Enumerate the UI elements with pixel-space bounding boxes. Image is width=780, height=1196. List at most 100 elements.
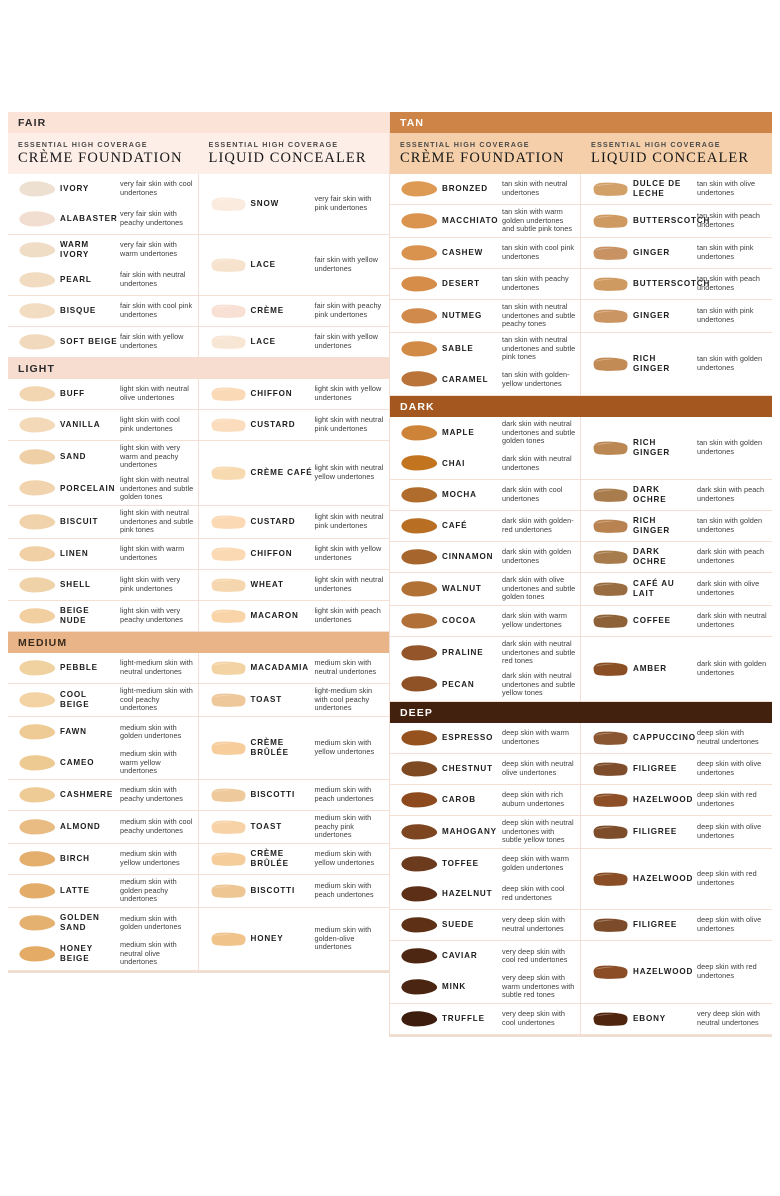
foundation-swatch-shape <box>19 513 56 529</box>
shade-row[interactable]: WALNUT dark skin with olive undertones an… <box>390 573 580 605</box>
shade-row[interactable]: HAZELWOOD deep skin with red undertones <box>581 957 772 987</box>
shade-row[interactable]: SABLE tan skin with neutral undertones an… <box>390 333 580 365</box>
shade-row[interactable]: PEBBLE light-medium skin with neutral und… <box>8 653 198 683</box>
shade-row[interactable]: BIRCH medium skin with yellow undertones <box>8 844 198 874</box>
shade-row[interactable]: FILIGREE deep skin with olive undertones <box>581 910 772 940</box>
shade-row[interactable]: LATTE medium skin with golden peachy unde… <box>8 875 198 907</box>
shade-row[interactable]: COFFEE dark skin with neutral undertones <box>581 606 772 636</box>
shade-name: BUFF <box>60 389 85 398</box>
shade-row[interactable]: DESERT tan skin with peachy undertones <box>390 269 580 299</box>
shade-row[interactable]: BISCOTTI medium skin with peach undertone… <box>199 876 390 906</box>
shade-row[interactable]: ESPRESSO deep skin with warm undertones <box>390 723 580 753</box>
shade-row[interactable]: SOFT BEIGE fair skin with yellow underton… <box>8 327 198 357</box>
shade-row[interactable]: LINEN light skin with warm undertones <box>8 539 198 569</box>
shade-row[interactable]: CRÈME BRÛLÉE medium skin with yellow unde… <box>199 844 390 874</box>
shade-row[interactable]: MOCHA dark skin with cool undertones <box>390 480 580 510</box>
shade-row[interactable]: GINGER tan skin with pink undertones <box>581 238 772 268</box>
shade-row[interactable]: ALABASTER very fair skin with peachy unde… <box>8 204 198 234</box>
shade-row[interactable]: CHIFFON light skin with yellow undertones <box>199 379 390 409</box>
shade-description: medium skin with warm yellow undertones <box>120 749 177 776</box>
shade-row[interactable]: TOFFEE deep skin with warm golden underto… <box>390 849 580 879</box>
shade-row[interactable]: MINK very deep skin with warm undertones … <box>390 971 580 1003</box>
shade-row[interactable]: BISCOTTI medium skin with peach undertone… <box>199 780 390 810</box>
shade-row[interactable]: LACE fair skin with yellow undertones <box>199 250 390 280</box>
shade-row[interactable]: CHIFFON light skin with yellow undertones <box>199 539 390 569</box>
shade-row[interactable]: CHAI dark skin with neutral undertones <box>390 449 580 479</box>
shade-row[interactable]: CASHMERE medium skin with peachy underton… <box>8 780 198 810</box>
shade-row[interactable]: TOAST light-medium skin with cool peachy … <box>199 684 390 716</box>
shade-row[interactable]: AMBER dark skin with golden undertones <box>581 654 772 684</box>
shade-row[interactable]: DULCE DE LECHE tan skin with olive undert… <box>581 174 772 204</box>
shade-row[interactable]: SUEDE very deep skin with neutral underto… <box>390 910 580 940</box>
shade-row[interactable]: RICH GINGER tan skin with golden underton… <box>581 511 772 541</box>
shade-row[interactable]: PECAN dark skin with neutral undertones a… <box>390 669 580 701</box>
shade-row[interactable]: WHEAT light skin with neutral undertones <box>199 570 390 600</box>
shade-row[interactable]: FILIGREE deep skin with olive undertones <box>581 754 772 784</box>
shade-group: GOLDEN SAND medium skin with golden under… <box>8 908 198 971</box>
shade-row[interactable]: CAFÉ AU LAIT dark skin with olive underto… <box>581 574 772 604</box>
shade-name: CASHEW <box>442 248 484 257</box>
shade-row[interactable]: TRUFFLE very deep skin with cool underton… <box>390 1004 580 1034</box>
shade-row[interactable]: SHELL light skin with very pink undertone… <box>8 570 198 600</box>
shade-row[interactable]: CAFÉ dark skin with golden-red undertones <box>390 511 580 541</box>
shade-row[interactable]: HAZELWOOD deep skin with red undertones <box>581 785 772 815</box>
shade-row[interactable]: TOAST medium skin with peachy pink undert… <box>199 811 390 843</box>
shade-row[interactable]: MACARON light skin with peach undertones <box>199 601 390 631</box>
shade-row[interactable]: PEARL fair skin with neutral undertones <box>8 265 198 295</box>
shade-row[interactable]: NUTMEG tan skin with neutral undertones a… <box>390 300 580 332</box>
shade-row[interactable]: RICH GINGER tan skin with golden underton… <box>581 433 772 463</box>
shade-row[interactable]: BISQUE fair skin with cool pink undertone… <box>8 296 198 326</box>
shade-row[interactable]: SNOW very fair skin with pink undertones <box>199 189 390 219</box>
shade-row[interactable]: BUFF light skin with neutral olive undert… <box>8 379 198 409</box>
shade-row[interactable]: MAPLE dark skin with neutral undertones a… <box>390 417 580 449</box>
shade-row[interactable]: HONEY medium skin with golden-olive under… <box>199 923 390 955</box>
shade-row[interactable]: PRALINE dark skin with neutral undertones… <box>390 637 580 669</box>
shade-row[interactable]: HAZELWOOD deep skin with red undertones <box>581 864 772 894</box>
shade-row[interactable]: BISCUIT light skin with neutral undertone… <box>8 506 198 538</box>
shade-row[interactable]: GOLDEN SAND medium skin with golden under… <box>8 908 198 938</box>
shade-row[interactable]: IVORY very fair skin with cool undertones <box>8 174 198 204</box>
shade-row[interactable]: BEIGE NUDE light skin with very peachy un… <box>8 601 198 631</box>
shade-row[interactable]: CRÈME BRÛLÉE medium skin with yellow unde… <box>199 733 390 763</box>
shade-row[interactable]: CRÈME CAFÉ light skin with neutral yellow… <box>199 458 390 488</box>
shade-row[interactable]: CAPPUCCINO deep skin with neutral underto… <box>581 723 772 753</box>
shade-group: MACARON light skin with peach undertones <box>198 601 390 632</box>
shade-row[interactable]: CINNAMON dark skin with golden undertones <box>390 542 580 572</box>
concealer-swatch-shape <box>211 578 246 592</box>
shade-row[interactable]: FILIGREE deep skin with olive undertones <box>581 817 772 847</box>
shade-row[interactable]: HONEY BEIGE medium skin with neutral oliv… <box>8 938 198 970</box>
shade-row[interactable]: CARAMEL tan skin with golden-yellow under… <box>390 365 580 395</box>
shade-row[interactable]: HAZELNUT deep skin with cool red underton… <box>390 879 580 909</box>
shade-row[interactable]: DARK OCHRE dark skin with peach undertone… <box>581 480 772 510</box>
shade-row[interactable]: CASHEW tan skin with cool pink undertones <box>390 238 580 268</box>
shade-row[interactable]: PORCELAIN light skin with neutral underto… <box>8 473 198 505</box>
shade-row[interactable]: MAHOGANY deep skin with neutral undertone… <box>390 816 580 848</box>
shade-row[interactable]: CHESTNUT deep skin with neutral olive und… <box>390 754 580 784</box>
shade-row[interactable]: ALMOND medium skin with cool peachy under… <box>8 812 198 842</box>
shade-row[interactable]: CAMEO medium skin with warm yellow undert… <box>8 747 198 779</box>
foundation-swatch <box>396 548 442 567</box>
shade-row[interactable]: BRONZED tan skin with neutral undertones <box>390 174 580 204</box>
foundation-swatch <box>14 786 60 805</box>
shade-row[interactable]: CRÈME fair skin with peachy pink underton… <box>199 296 390 326</box>
shade-row[interactable]: MACADAMIA medium skin with neutral undert… <box>199 653 390 683</box>
shade-row[interactable]: DARK OCHRE dark skin with peach undertone… <box>581 542 772 572</box>
shade-row[interactable]: CUSTARD light skin with neutral pink unde… <box>199 410 390 440</box>
shade-row[interactable]: FAWN medium skin with golden undertones <box>8 717 198 747</box>
shade-row[interactable]: COOL BEIGE light-medium skin with cool pe… <box>8 684 198 716</box>
foundation-swatch-shape <box>401 644 438 661</box>
shade-row[interactable]: WARM IVORY very fair skin with warm under… <box>8 235 198 265</box>
shade-row[interactable]: GINGER tan skin with pink undertones <box>581 301 772 331</box>
shade-row[interactable]: BUTTERSCOTCH tan skin with peach underton… <box>581 206 772 236</box>
shade-row[interactable]: CAVIAR very deep skin with cool red under… <box>390 941 580 971</box>
shade-row[interactable]: VANILLA light skin with cool pink underto… <box>8 410 198 440</box>
shade-row[interactable]: LACE fair skin with yellow undertones <box>199 327 390 357</box>
shade-row[interactable]: CUSTARD light skin with neutral pink unde… <box>199 507 390 537</box>
shade-row[interactable]: BUTTERSCOTCH tan skin with peach underton… <box>581 269 772 299</box>
shade-row[interactable]: RICH GINGER tan skin with golden underton… <box>581 349 772 379</box>
shade-row[interactable]: CAROB deep skin with rich auburn underton… <box>390 785 580 815</box>
shade-row[interactable]: MACCHIATO tan skin with warm golden under… <box>390 205 580 237</box>
shade-row[interactable]: SAND light skin with very warm and peachy… <box>8 441 198 473</box>
shade-row[interactable]: EBONY very deep skin with neutral underto… <box>581 1004 772 1034</box>
shade-row[interactable]: COCOA dark skin with warm yellow underton… <box>390 606 580 636</box>
